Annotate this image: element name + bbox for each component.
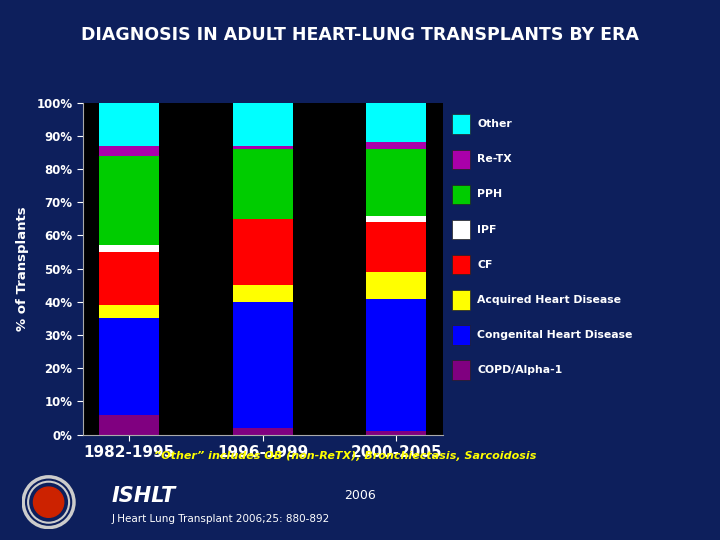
Bar <box>233 302 293 428</box>
Bar <box>233 149 293 219</box>
Text: “Other” includes OB (non-ReTX), Bronchiectasis, Sarcoidosis: “Other” includes OB (non-ReTX), Bronchie… <box>154 451 537 461</box>
Bar <box>452 114 469 134</box>
Text: PPH: PPH <box>477 190 503 199</box>
Y-axis label: % of Transplants: % of Transplants <box>17 206 30 331</box>
Text: DIAGNOSIS IN ADULT HEART-LUNG TRANSPLANTS BY ERA: DIAGNOSIS IN ADULT HEART-LUNG TRANSPLANT… <box>81 26 639 44</box>
Bar <box>366 215 426 222</box>
Bar <box>366 103 426 143</box>
Bar <box>99 103 159 146</box>
Bar <box>366 299 426 431</box>
Bar <box>99 146 159 156</box>
Text: COPD/Alpha-1: COPD/Alpha-1 <box>477 365 562 375</box>
Bar <box>99 305 159 319</box>
Text: CF: CF <box>477 260 492 269</box>
Bar <box>366 431 426 435</box>
Bar <box>99 156 159 245</box>
Bar <box>233 219 293 285</box>
Bar <box>366 143 426 149</box>
Bar <box>233 285 293 302</box>
Bar <box>99 245 159 252</box>
Bar <box>99 319 159 415</box>
Text: Acquired Heart Disease: Acquired Heart Disease <box>477 295 621 305</box>
Text: Congenital Heart Disease: Congenital Heart Disease <box>477 330 632 340</box>
Bar <box>233 103 293 146</box>
Bar <box>452 185 469 204</box>
Circle shape <box>33 487 63 517</box>
Bar <box>99 415 159 435</box>
Bar <box>366 272 426 299</box>
Bar <box>233 428 293 435</box>
Bar <box>452 150 469 169</box>
Bar <box>452 325 469 345</box>
Text: Re-TX: Re-TX <box>477 154 512 164</box>
Text: Other: Other <box>477 119 512 129</box>
Bar <box>99 252 159 305</box>
Text: ISHLT: ISHLT <box>112 485 176 506</box>
Bar <box>452 360 469 380</box>
Text: IPF: IPF <box>477 225 497 234</box>
Bar <box>233 146 293 149</box>
Text: J Heart Lung Transplant 2006;25: 880-892: J Heart Lung Transplant 2006;25: 880-892 <box>112 515 330 524</box>
Bar <box>452 255 469 274</box>
Bar <box>366 222 426 272</box>
Bar <box>452 290 469 309</box>
Text: 2006: 2006 <box>344 489 376 502</box>
Bar <box>366 149 426 215</box>
Bar <box>452 220 469 239</box>
